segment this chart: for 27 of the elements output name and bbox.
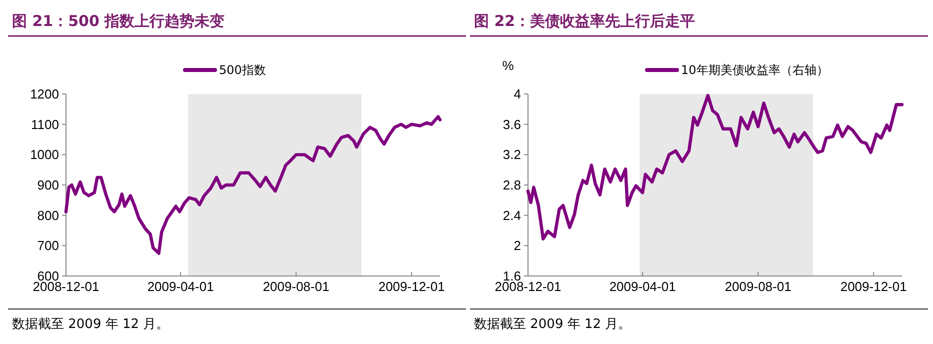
line-series [64,115,442,255]
legend-label: 10年期美债收益率（右轴） [681,63,828,78]
x-tick-label: 2009-12-01 [378,279,445,294]
y-tick-label: 3.2 [502,147,521,162]
y-tick-label: 1000 [30,147,59,162]
y-tick-label: 4 [514,86,521,102]
y-tick-label: 3.6 [502,116,521,132]
chart-title: 图 22：美债收益率先上行后走平 [474,12,696,30]
chart-title: 图 21：500 指数上行趋势未变 [12,12,225,30]
legend-label: 500指数 [219,63,266,78]
y-tick-label: 1100 [31,116,59,132]
y-tick-label: 2.4 [502,208,521,223]
text: 数据截至 2009 年 12 月。 [12,317,170,332]
x-tick-label: 2009-04-01 [147,279,214,294]
y-tick-label: 2.8 [502,178,521,193]
y-tick-label: 1200 [30,86,59,102]
text: 数据截至 2009 年 12 月。 [474,317,632,332]
y-tick-label: 2 [514,238,521,254]
x-tick-label: 2009-04-01 [609,279,676,294]
x-tick-label: 2009-08-01 [724,279,792,294]
x-tick-label: 2009-12-01 [840,279,907,294]
y-axis-title: % [502,58,514,73]
line-series [526,94,904,240]
y-tick-label: 800 [37,208,59,223]
y-tick-label: 900 [37,178,59,193]
x-tick-label: 2009-08-01 [262,279,330,294]
y-tick-label: 700 [37,238,59,254]
